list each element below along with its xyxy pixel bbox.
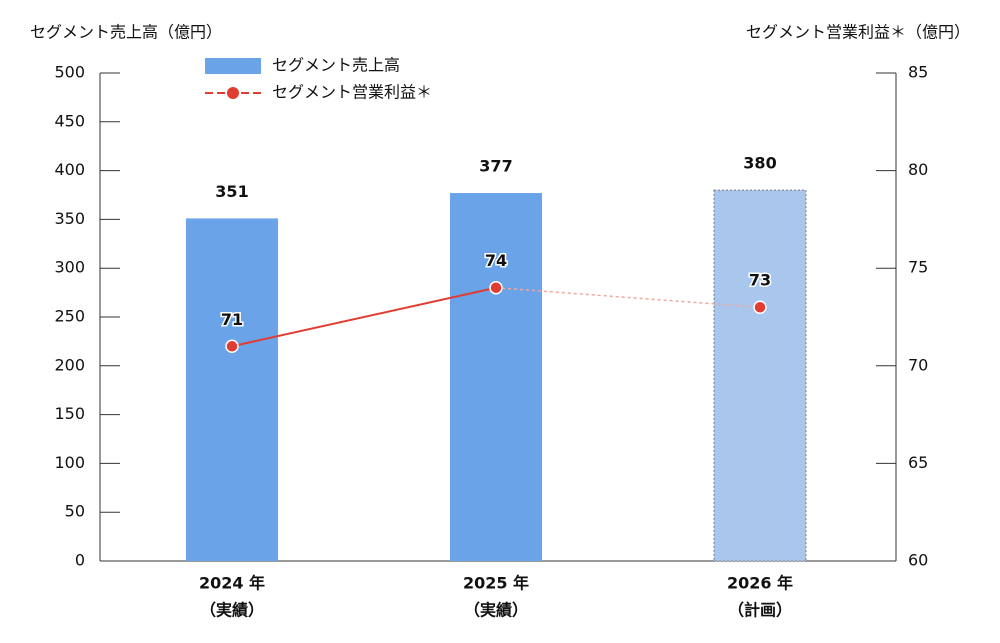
y2-axis-title: セグメント営業利益＊（億円） <box>746 23 970 42</box>
x-tick-note: （実績） <box>464 601 528 620</box>
y2-tick-label: 65 <box>908 453 928 472</box>
y2-tick-label: 80 <box>908 160 928 179</box>
bar-value-label: 380 <box>743 154 776 173</box>
y2-tick-label: 75 <box>908 258 928 277</box>
y-tick-label: 300 <box>54 258 85 277</box>
line-value-label: 71 <box>221 310 243 329</box>
y-tick-label: 100 <box>54 453 85 472</box>
legend-label: セグメント営業利益＊ <box>272 83 432 102</box>
y2-tick-label: 85 <box>908 63 928 82</box>
line-segment <box>231 286 497 348</box>
y-tick-label: 400 <box>54 160 85 179</box>
line-value-label: 74 <box>485 251 507 270</box>
x-tick-label: 2026 年 <box>727 574 793 593</box>
x-tick-note: （計画） <box>728 601 792 620</box>
bar <box>713 189 807 562</box>
y2-tick-label: 70 <box>908 355 928 374</box>
line-value-label: 73 <box>749 271 771 290</box>
bar-value-label: 377 <box>479 157 512 176</box>
legend-label: セグメント売上高 <box>272 56 400 75</box>
bar-value-label: 351 <box>215 182 248 201</box>
x-tick-label: 2024 年 <box>199 574 265 593</box>
line-point <box>225 339 239 354</box>
line-point <box>753 300 767 314</box>
y-tick-label: 50 <box>65 502 85 521</box>
bar <box>186 218 278 561</box>
legend-marker <box>227 87 239 99</box>
line-segment <box>495 286 761 308</box>
y2-tick-label: 60 <box>908 551 928 570</box>
y-tick-label: 200 <box>54 355 85 374</box>
line-point <box>489 280 503 295</box>
y-tick-label: 150 <box>54 404 85 423</box>
y-tick-label: 250 <box>54 307 85 326</box>
x-tick-note: （実績） <box>200 601 264 620</box>
y-tick-label: 500 <box>54 63 85 82</box>
legend-swatch <box>205 58 261 74</box>
y-tick-label: 0 <box>75 551 85 570</box>
y-tick-label: 350 <box>54 209 85 228</box>
y-axis-title: セグメント売上高（億円） <box>30 23 222 42</box>
y-tick-label: 450 <box>54 111 85 130</box>
bar <box>450 193 542 561</box>
x-tick-label: 2025 年 <box>463 574 529 593</box>
